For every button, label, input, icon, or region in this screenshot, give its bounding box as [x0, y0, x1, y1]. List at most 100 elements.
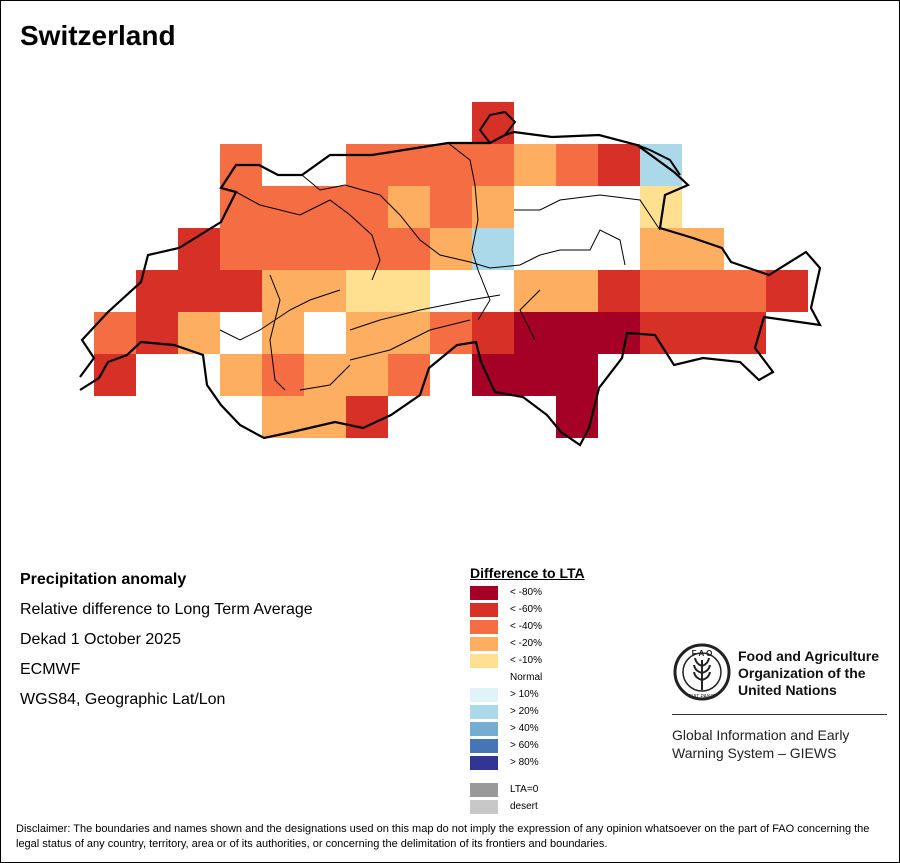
boundaries: [79, 110, 822, 447]
grid-cell: [766, 270, 808, 312]
legend-swatch: [470, 653, 498, 668]
grid-cell: [220, 354, 262, 396]
grid-cell: [346, 354, 388, 396]
grid-cell: [388, 270, 430, 312]
legend-item: > 20%: [470, 703, 585, 720]
fao-name: Food and Agriculture Organization of the…: [738, 648, 900, 699]
grid-cell: [346, 144, 388, 186]
grid-cell: [262, 312, 304, 354]
grid-cell: [640, 144, 682, 186]
legend-swatch: [470, 721, 498, 736]
legend-items: < -80% < -60% < -40% < -20% < -10% Normal > 10…: [470, 584, 585, 771]
grid-cell: [514, 144, 556, 186]
grid-cell: [220, 270, 262, 312]
fao-logo-icon: F A O FIAT PANIS: [673, 643, 731, 701]
fao-name-line: Organization of the: [738, 665, 866, 681]
grid-cell: [682, 270, 724, 312]
grid-cell: [304, 228, 346, 270]
legend-item: > 10%: [470, 686, 585, 703]
grid-cell: [514, 186, 556, 228]
grid-cell: [472, 144, 514, 186]
grid-cell: [472, 270, 514, 312]
grid-cell: [430, 354, 472, 396]
grid-cell: [598, 144, 640, 186]
grid-cell: [304, 270, 346, 312]
giews-name: Global Information and Early Warning Sys…: [672, 726, 900, 762]
legend-item: > 60%: [470, 737, 585, 754]
grid-cell: [556, 228, 598, 270]
legend-label: > 60%: [510, 740, 539, 751]
grid-cell: [346, 270, 388, 312]
legend-item: < -80%: [470, 584, 585, 601]
grid-cell: [346, 396, 388, 438]
legend-label: > 10%: [510, 689, 539, 700]
grid-cell: [682, 228, 724, 270]
grid-cell: [556, 354, 598, 396]
grid-cell: [136, 312, 178, 354]
grid-cell: [430, 144, 472, 186]
grid-cell: [514, 228, 556, 270]
grid-cell: [556, 144, 598, 186]
grid-cell: [262, 228, 304, 270]
grid-cell: [640, 312, 682, 354]
legend-label: > 20%: [510, 706, 539, 717]
grid-cell: [220, 396, 262, 438]
grid-cell: [556, 312, 598, 354]
legend-item: > 80%: [470, 754, 585, 771]
grid-cell: [304, 396, 346, 438]
grid-cell: [640, 270, 682, 312]
grid-cell: [178, 270, 220, 312]
legend-swatch: [470, 619, 498, 634]
grid-cell: [430, 270, 472, 312]
legend-label: > 40%: [510, 723, 539, 734]
legend-swatch: [470, 585, 498, 600]
legend-label: desert: [510, 801, 538, 812]
grid-cell: [262, 354, 304, 396]
grid-cell: [178, 228, 220, 270]
legend-label: LTA=0: [510, 784, 539, 795]
grid-cell: [388, 354, 430, 396]
info-description: Relative difference to Long Term Average: [20, 601, 313, 618]
legend-item: desert: [470, 798, 585, 815]
grid-cell: [598, 228, 640, 270]
legend-swatch: [470, 602, 498, 617]
map-info: Precipitation anomaly Relative differenc…: [20, 570, 313, 720]
grid-cell: [220, 228, 262, 270]
grid-cell: [640, 228, 682, 270]
grid-cell: [262, 270, 304, 312]
fao-name-line: United Nations: [738, 682, 837, 698]
grid-cell: [514, 354, 556, 396]
fao-name-line: Food and Agriculture: [738, 648, 880, 664]
grid-cell: [472, 396, 514, 438]
grid-cell: [430, 228, 472, 270]
grid-cell: [514, 312, 556, 354]
legend-swatch: [470, 687, 498, 702]
legend-swatch: [470, 636, 498, 651]
legend-item: LTA=0: [470, 781, 585, 798]
legend-swatch: [470, 704, 498, 719]
grid-cell: [430, 312, 472, 354]
giews-line: Warning System – GIEWS: [672, 745, 837, 761]
legend-label: Normal: [510, 672, 543, 683]
legend-label: < -20%: [510, 638, 542, 649]
grid-cell: [430, 186, 472, 228]
grid-cell: [556, 270, 598, 312]
legend-swatch: [470, 670, 498, 685]
legend-label: > 80%: [510, 757, 539, 768]
giews-line: Global Information and Early: [672, 727, 850, 743]
internal-boundaries: [219, 142, 661, 391]
grid-cell: [178, 354, 220, 396]
legend-item: Normal: [470, 669, 585, 686]
grid-cell: [346, 228, 388, 270]
legend-title: Difference to LTA: [470, 565, 585, 581]
anomaly-grid: [94, 102, 808, 438]
precipitation-anomaly-map: [79, 102, 822, 447]
info-period: Dekad 1 October 2025: [20, 631, 181, 648]
grid-cell: [220, 186, 262, 228]
legend: Difference to LTA < -80% < -60% < -40% < -2…: [470, 565, 585, 815]
grid-cell: [304, 312, 346, 354]
grid-cell: [724, 270, 766, 312]
disclaimer: Disclaimer: The boundaries and names sho…: [16, 823, 870, 850]
grid-cell: [388, 186, 430, 228]
legend-label: < -60%: [510, 604, 542, 615]
